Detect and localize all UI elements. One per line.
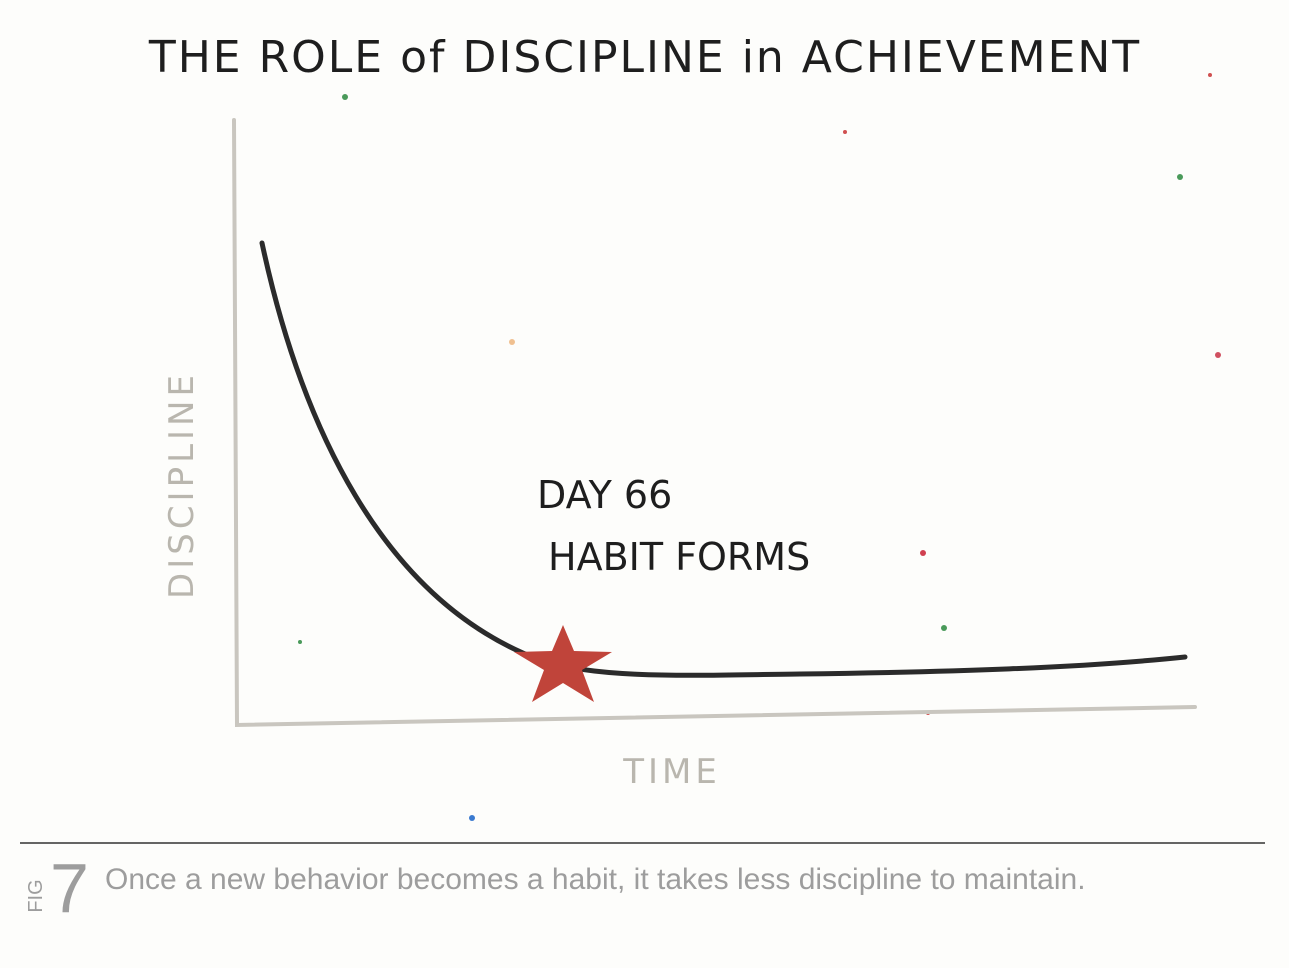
axes [232,118,1197,728]
figure-label: FIG [25,879,47,912]
title: THE ROLE of DISCIPLINE in ACHIEVEMENT [148,32,1141,83]
annotation-line: HABIT FORMS [548,535,810,579]
caption: Once a new behavior becomes a habit, it … [105,863,1086,896]
star [514,625,612,702]
x-axis-label: TIME [622,752,721,792]
speckles [298,73,1221,821]
curve [259,240,1188,678]
annotation-line: DAY 66 [537,473,672,517]
y-axis-label: DISCIPLINE [162,371,202,599]
figure-number: 7 [50,849,89,927]
